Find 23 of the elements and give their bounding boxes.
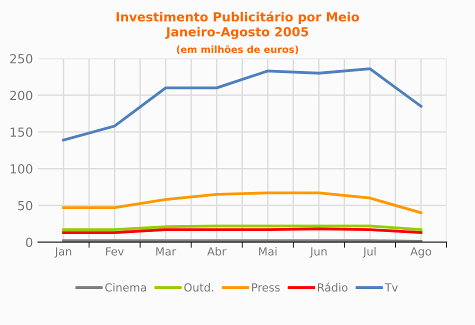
chart-title: Investimento Publicitário por Meio Janeiro-Agosto 2005 xyxy=(116,11,360,40)
y-tick-label: 250 xyxy=(10,54,32,64)
x-tick-label: Jul xyxy=(362,246,376,258)
y-tick-label: 50 xyxy=(18,200,32,210)
x-tick-label: Mai xyxy=(259,246,276,256)
chart-subtitle: (em milhões de euros) xyxy=(176,45,298,54)
x-tick-label: Ago xyxy=(410,247,432,258)
legend-label: Tv xyxy=(384,283,398,292)
x-tick-label: Jun xyxy=(310,247,327,258)
y-tick-label: 100 xyxy=(10,164,32,174)
legend-label: Cinema xyxy=(105,283,146,292)
y-tick-label: 150 xyxy=(10,127,32,137)
y-tick-label: 0 xyxy=(26,238,32,248)
x-tick-label: Abr xyxy=(207,246,226,256)
legend-label: Outd. xyxy=(184,283,214,292)
y-tick-label: 200 xyxy=(10,90,32,100)
x-tick-label: Fev xyxy=(106,247,124,256)
legend-label: Rádio xyxy=(318,282,348,292)
line-series xyxy=(62,67,422,142)
line-series xyxy=(62,192,422,214)
x-tick-label: Jan xyxy=(54,247,72,258)
x-tick-label: Mar xyxy=(156,247,176,256)
legend-label: Press xyxy=(252,283,280,292)
